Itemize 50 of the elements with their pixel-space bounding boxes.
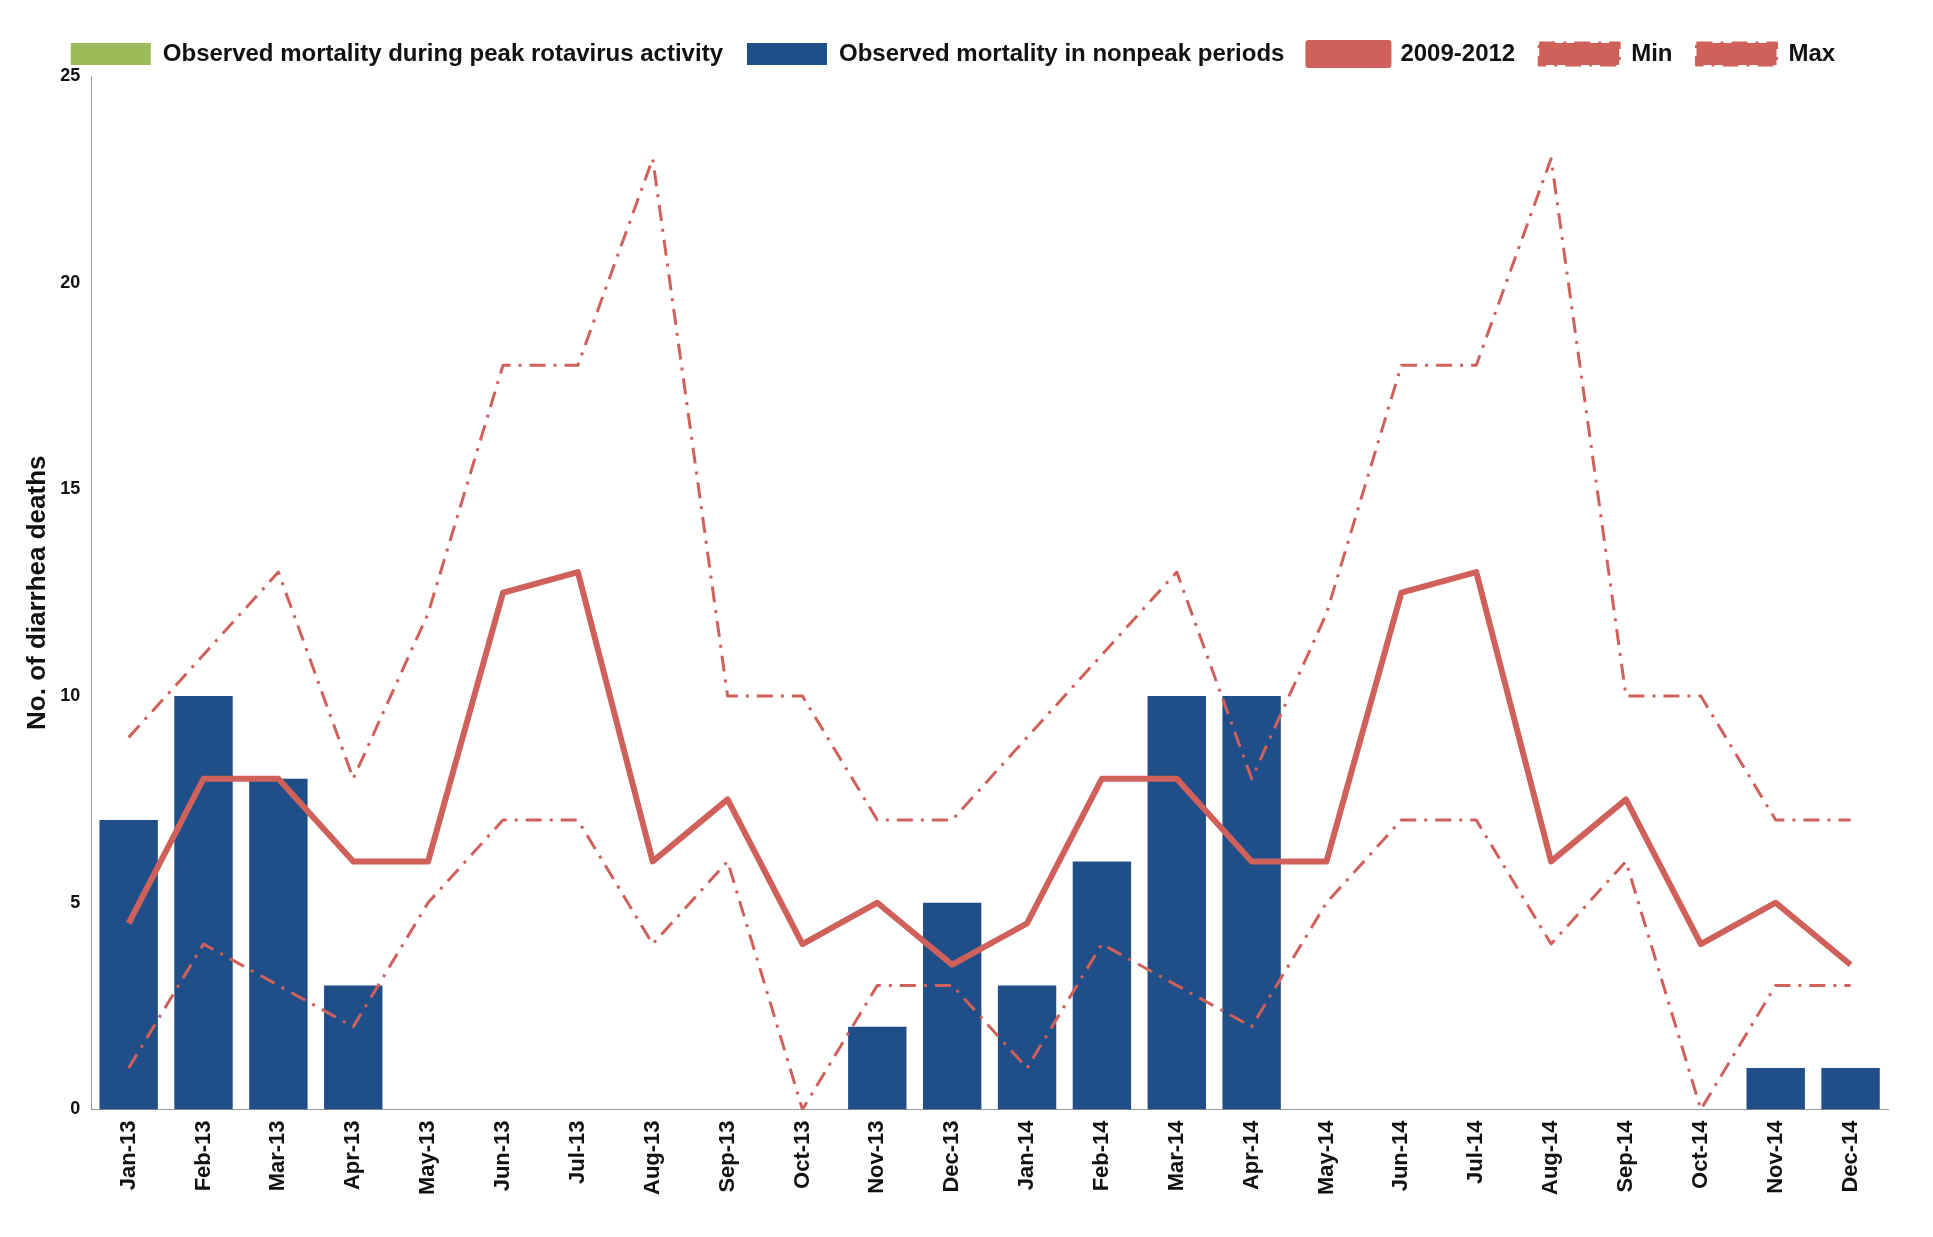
bar <box>1821 1068 1880 1110</box>
bar <box>848 1026 907 1110</box>
line-series <box>127 157 1853 822</box>
bar <box>174 696 233 1110</box>
legend-label: Observed mortality during peak rotavirus activity <box>162 38 724 66</box>
x-tick-label: Sep-13 <box>713 1120 739 1193</box>
y-axis-title: No. of diarrhea deaths <box>20 455 51 730</box>
y-tick-label: 25 <box>60 64 81 85</box>
x-tick-label: Dec-14 <box>1836 1119 1862 1193</box>
legend-label: 2009-2012 <box>1400 38 1516 66</box>
y-tick-label: 0 <box>70 1098 81 1119</box>
x-tick-label: Feb-14 <box>1087 1119 1113 1192</box>
y-tick-label: 5 <box>70 891 81 912</box>
x-tick-label: Oct-14 <box>1686 1119 1712 1189</box>
x-tick-label: Apr-13 <box>339 1120 365 1191</box>
bar <box>324 985 383 1110</box>
y-tick-label: 15 <box>60 478 81 499</box>
x-tick-label: Jan-14 <box>1013 1119 1039 1191</box>
bar <box>1072 861 1132 1110</box>
bar <box>1746 1068 1805 1110</box>
x-tick-label: Aug-14 <box>1537 1119 1563 1195</box>
legend-label: Min <box>1631 38 1673 66</box>
x-tick-label: Sep-14 <box>1612 1119 1638 1193</box>
x-tick-label: Feb-13 <box>189 1120 215 1192</box>
bar <box>249 778 308 1110</box>
bar <box>1147 696 1206 1110</box>
legend-label: Observed mortality in nonpeak periods <box>838 38 1285 66</box>
bar <box>997 985 1057 1110</box>
x-tick-label: Jun-13 <box>489 1120 515 1192</box>
x-tick-label: Jul-14 <box>1462 1119 1488 1184</box>
x-tick-label: Oct-13 <box>788 1120 814 1189</box>
bar <box>99 820 158 1110</box>
line-series <box>127 818 1853 1110</box>
y-tick-label: 20 <box>60 271 81 292</box>
x-tick-label: Jan-13 <box>114 1120 140 1191</box>
bar <box>1222 696 1281 1110</box>
x-tick-label: Apr-14 <box>1237 1119 1263 1191</box>
y-tick-label: 10 <box>60 685 81 706</box>
x-tick-label: Aug-13 <box>638 1120 664 1195</box>
x-tick-label: Mar-14 <box>1162 1119 1188 1192</box>
x-tick-label: Nov-13 <box>863 1120 889 1194</box>
x-tick-label: Dec-13 <box>938 1120 964 1193</box>
bar <box>922 902 982 1110</box>
x-tick-label: Jul-13 <box>563 1120 589 1184</box>
x-tick-label: Nov-14 <box>1761 1119 1787 1194</box>
legend-label: Max <box>1788 38 1836 66</box>
x-tick-label: May-14 <box>1312 1119 1338 1195</box>
x-tick-label: Mar-13 <box>264 1120 290 1192</box>
x-tick-label: Jun-14 <box>1387 1119 1413 1192</box>
x-tick-label: May-13 <box>414 1120 440 1195</box>
